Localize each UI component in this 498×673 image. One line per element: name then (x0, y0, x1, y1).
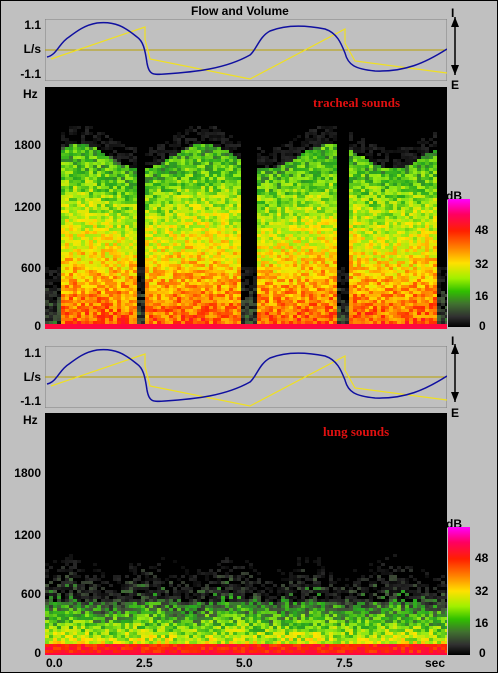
app-title: Flow and Volume (191, 4, 289, 18)
spectrogram-label-2: lung sounds (323, 424, 390, 439)
spectrogram-lung (45, 413, 447, 655)
flow-plot-2 (45, 346, 447, 408)
spectrogram-label-1: tracheal sounds (313, 95, 401, 110)
colorbar-tick-48-1: 48 (475, 223, 489, 237)
spec-ytick-1800-2: 1800 (14, 466, 41, 480)
colorbar-tick-16-1: 16 (475, 289, 489, 303)
spec-ytick-0-1: 0 (34, 319, 41, 333)
spec-ytick-600-1: 600 (20, 261, 41, 275)
spec-ytick-1200-1: 1200 (14, 200, 41, 214)
xaxis-tick-2-5: 2.5 (136, 656, 153, 670)
insp-exp-arrow-2 (451, 344, 459, 402)
flow-plot-1 (45, 19, 447, 81)
spec-ytick-600-2: 600 (20, 587, 41, 601)
colorbar-tick-48-2: 48 (475, 551, 489, 565)
xaxis-tick-7-5: 7.5 (336, 656, 353, 670)
colorbar-2 (448, 527, 470, 655)
spec-ytick-1200-2: 1200 (14, 528, 41, 542)
insp-label-1: I (451, 6, 455, 20)
flow-line (46, 21, 447, 76)
colorbar-tick-32-1: 32 (475, 257, 489, 271)
flow-ybot-2: -1.1 (20, 394, 41, 408)
spec-ytick-1800-1: 1800 (14, 138, 41, 152)
colorbar-1 (448, 199, 470, 327)
flow-yunit-1: L/s (23, 42, 41, 56)
flow-line (46, 348, 447, 403)
exp-label-1: E (451, 78, 460, 92)
spectrogram-tracheal (45, 87, 447, 329)
exp-label-2: E (451, 406, 460, 420)
xaxis-tick-5: 5.0 (236, 656, 253, 670)
colorbar-tick-0-2: 0 (479, 646, 486, 660)
colorbar-tick-0-1: 0 (479, 319, 486, 333)
flow-ytop-1: 1.1 (24, 18, 41, 32)
spec-ytick-0-2: 0 (34, 646, 41, 660)
spec-yunit-2: Hz (23, 413, 38, 427)
colorbar-tick-32-2: 32 (475, 584, 489, 598)
insp-exp-arrow-1 (451, 17, 459, 75)
volume-line (50, 353, 447, 407)
flow-yunit-2: L/s (23, 370, 41, 384)
flow-ytop-2: 1.1 (24, 346, 41, 360)
insp-label-2: I (451, 334, 455, 348)
spec-yunit-1: Hz (23, 87, 38, 101)
xaxis-tick-0: 0.0 (46, 656, 63, 670)
flow-ybot-1: -1.1 (20, 67, 41, 81)
volume-line (50, 26, 447, 80)
colorbar-tick-16-2: 16 (475, 616, 489, 630)
xaxis-unit: sec (425, 656, 446, 670)
